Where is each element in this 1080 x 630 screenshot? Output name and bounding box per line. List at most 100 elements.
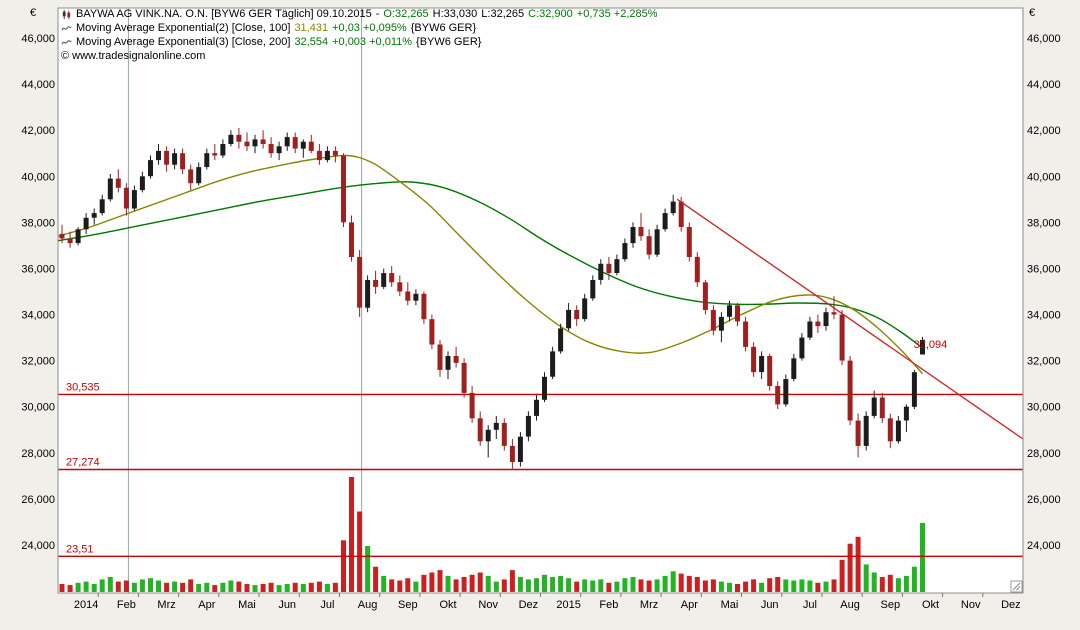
candle-body — [839, 314, 845, 361]
x-axis-label: Apr — [198, 599, 215, 611]
volume-bar — [501, 579, 507, 592]
x-axis-label: Mai — [721, 599, 739, 611]
volume-bar — [871, 572, 877, 592]
candle-body — [614, 259, 620, 273]
candle-body — [485, 429, 491, 442]
volume-bar — [654, 579, 660, 592]
x-axis-label: Feb — [117, 599, 136, 611]
y-axis-label: 42,000 — [21, 125, 55, 137]
candle-body — [469, 392, 475, 419]
candle-body — [509, 445, 515, 462]
candle-body — [308, 141, 314, 151]
x-axis-label: Jul — [803, 599, 817, 611]
x-axis-label: Jun — [761, 599, 779, 611]
candle-body — [582, 298, 588, 320]
volume-bar — [743, 581, 749, 592]
volume-bar — [903, 575, 909, 592]
candle-body — [727, 305, 732, 317]
candle-body — [598, 263, 604, 280]
y-axis-label: 38,000 — [1027, 217, 1061, 229]
volume-bar — [525, 579, 531, 592]
volume-bar — [606, 582, 612, 592]
candle-body — [534, 399, 539, 416]
x-axis-label: Aug — [840, 599, 860, 611]
y-axis-label: 34,000 — [21, 310, 55, 322]
y-axis-label: 38,000 — [21, 217, 55, 229]
volume-bar — [895, 578, 901, 592]
resize-handle-icon[interactable] — [1010, 580, 1023, 593]
candle-body — [574, 309, 580, 320]
volume-bar — [180, 582, 186, 592]
volume-bar — [710, 579, 716, 592]
candle-body — [131, 190, 137, 209]
candle-body — [292, 137, 298, 149]
volume-bar — [381, 575, 387, 592]
candle-body — [188, 169, 194, 184]
candle-body — [405, 291, 411, 301]
candle-body — [871, 397, 877, 416]
candle-body — [879, 397, 885, 419]
volume-bar — [268, 582, 274, 592]
volume-bar — [662, 575, 668, 592]
candle-body — [751, 346, 757, 373]
trend-line[interactable] — [676, 198, 1024, 440]
candle-body — [735, 305, 740, 322]
volume-bar — [614, 581, 620, 592]
candle-body — [332, 150, 338, 156]
volume-bar — [413, 581, 419, 592]
volume-bar — [735, 584, 740, 592]
volume-bar — [260, 584, 266, 592]
candle-body — [815, 321, 821, 327]
candle-body — [920, 339, 925, 355]
candle-body — [911, 372, 917, 407]
volume-bar — [558, 575, 564, 592]
volume-bar — [148, 578, 153, 592]
volume-bar — [566, 578, 572, 592]
volume-bar — [855, 536, 861, 592]
y-axis-right: 46,000 44,000 42,000 40,000 38,000 36,000 34,0… — [1027, 33, 1061, 552]
y-axis-label: 28,000 — [21, 448, 55, 460]
candle-body — [276, 146, 282, 154]
candle-body — [180, 153, 186, 170]
support-line-label: 23,51 — [66, 543, 94, 555]
volume-bar — [920, 523, 925, 592]
x-axis-label: Nov — [478, 599, 498, 611]
volume-bar — [365, 546, 371, 592]
volume-bar — [139, 579, 145, 592]
volume-bar — [228, 580, 234, 592]
volume-bar — [91, 584, 97, 592]
volume-bar — [791, 580, 797, 592]
volume-bar — [638, 579, 644, 592]
volume-bar — [509, 570, 515, 592]
volume-bar — [823, 581, 829, 592]
volume-bar — [324, 584, 330, 592]
ema100-line[interactable] — [57, 154, 924, 375]
volume-bar — [236, 581, 242, 592]
volume-bar — [244, 584, 250, 592]
volume-bar — [783, 579, 789, 592]
candle-body — [164, 150, 170, 165]
volume-bar — [204, 582, 210, 592]
candle-body — [566, 309, 572, 329]
plot-area[interactable] — [58, 8, 1023, 593]
volume-bar — [83, 581, 89, 592]
candle-body — [373, 280, 379, 287]
candle-body — [558, 328, 564, 352]
y-axis-label: 44,000 — [1027, 79, 1061, 91]
x-axis-label: Jun — [278, 599, 296, 611]
candle-body — [341, 155, 346, 223]
volume-bar — [357, 511, 363, 592]
candle-body — [847, 360, 853, 421]
candle-body — [156, 150, 161, 161]
volume-bar — [751, 579, 757, 592]
volume-bar — [534, 578, 539, 592]
support-lines: 30,535 27,274 23,51 — [58, 381, 1023, 557]
volume-bar — [445, 575, 451, 592]
candle-body — [445, 356, 451, 370]
x-axis-label: Aug — [358, 599, 378, 611]
volume-bar — [839, 559, 845, 592]
volume-bar — [332, 582, 338, 592]
ema200-line[interactable] — [57, 181, 923, 349]
